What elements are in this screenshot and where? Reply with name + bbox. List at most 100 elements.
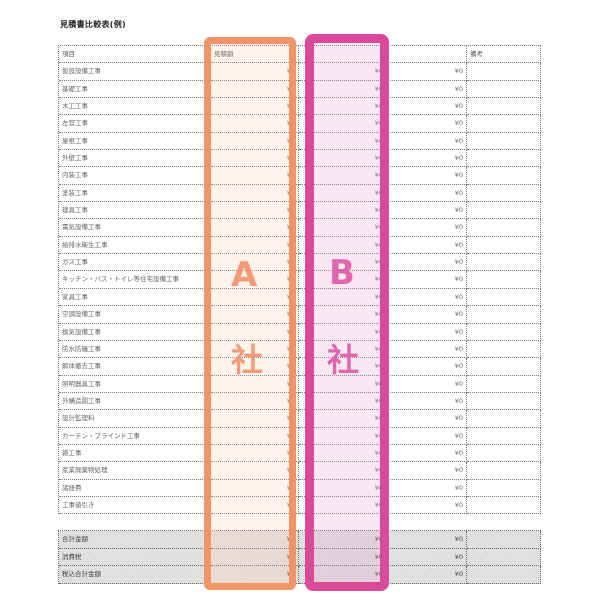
row-extra-value-cell: ¥0 [387, 63, 467, 81]
row-item-cell: 空調設備工事 [59, 306, 211, 324]
row-extra-value-cell: ¥0 [387, 219, 467, 237]
table-row: 電気設備工事 ¥0 ¥0 ¥0 [59, 219, 541, 237]
row-extra-value-cell: ¥0 [387, 462, 467, 480]
table-row: 設計監理料 ¥0 ¥0 ¥0 [59, 410, 541, 428]
row-item-cell: 雑工事 [59, 444, 211, 463]
row-extra-value-cell: ¥0 [387, 496, 467, 515]
row-item-cell: 設計監理料 [59, 410, 211, 428]
row-item-cell: 諸経費 [59, 479, 211, 497]
row-extra-value-cell: ¥0 [387, 115, 467, 133]
row-note-cell [467, 496, 541, 515]
row-item-cell: 塗装工事 [59, 184, 211, 203]
table-row: 換気設備工事 ¥0 ¥0 ¥0 [59, 323, 541, 341]
table-header-row: 項目 見積額 備考 [59, 46, 541, 64]
row-item-cell: 産業廃棄物処理 [59, 462, 211, 480]
table-row: 空調設備工事 ¥0 ¥0 ¥0 [59, 306, 541, 324]
row-note-cell [467, 150, 541, 168]
row-extra-value-cell: ¥0 [387, 254, 467, 272]
row-item-cell: 消費税 [59, 548, 211, 566]
row-note-cell [467, 80, 541, 99]
row-extra-value-cell: ¥0 [387, 236, 467, 255]
table-row: ガス工事 ¥0 ¥0 ¥0 [59, 254, 541, 272]
row-extra-value-cell: ¥0 [387, 98, 467, 116]
table-row: キッチン・バス・トイレ等住宅設備工事 ¥0 ¥0 ¥0 [59, 271, 541, 289]
table-row: 工事値引き ¥0 ¥0 ¥0 [59, 496, 541, 515]
row-note-cell [467, 306, 541, 324]
table-row: 外構造園工事 ¥0 ¥0 ¥0 [59, 392, 541, 411]
row-note-cell [467, 219, 541, 237]
header-x [387, 46, 467, 64]
row-item-cell: 外構造園工事 [59, 392, 211, 411]
row-item-cell: 基礎工事 [59, 80, 211, 99]
row-note-cell [467, 167, 541, 185]
row-item-cell: 合計金額 [59, 531, 211, 549]
row-extra-value-cell: ¥0 [387, 184, 467, 203]
row-item-cell: 換気設備工事 [59, 323, 211, 341]
table-row: 解体撤去工事 ¥0 ¥0 ¥0 [59, 358, 541, 376]
row-extra-value-cell: ¥0 [387, 306, 467, 324]
row-note-cell [467, 531, 541, 549]
table-row: 外壁工事 ¥0 ¥0 ¥0 [59, 150, 541, 168]
row-note-cell [467, 202, 541, 220]
row-extra-value-cell: ¥0 [387, 548, 467, 566]
company-b-kanji: 社 [327, 341, 360, 379]
table-row: 家具工事 ¥0 ¥0 ¥0 [59, 288, 541, 307]
table-row: 税込合計金額 ¥0 ¥0 ¥0 [59, 566, 541, 584]
row-note-cell [467, 479, 541, 497]
row-note-cell [467, 63, 541, 81]
company-a-kanji: 社 [231, 341, 264, 379]
company-a-highlight [204, 37, 296, 590]
table-row: 産業廃棄物処理 ¥0 ¥0 ¥0 [59, 462, 541, 480]
row-extra-value-cell: ¥0 [387, 167, 467, 185]
row-note-cell [467, 254, 541, 272]
totals-block: 合計金額 ¥0 ¥0 ¥0 消費税 ¥0 ¥0 ¥0 税込合計金額 ¥0 ¥0 ¥0 [58, 530, 541, 584]
row-item-cell: 防水防蟻工事 [59, 340, 211, 359]
row-item-cell: 木工工事 [59, 98, 211, 116]
row-note-cell [467, 427, 541, 445]
row-note-cell [467, 340, 541, 359]
table-row: 内装工事 ¥0 ¥0 ¥0 [59, 167, 541, 185]
row-extra-value-cell: ¥0 [387, 202, 467, 220]
row-extra-value-cell: ¥0 [387, 80, 467, 99]
company-b-letter: B [329, 253, 355, 293]
row-item-cell: 建具工事 [59, 202, 211, 220]
table-row: 塗装工事 ¥0 ¥0 ¥0 [59, 184, 541, 203]
table-row: 照明器具工事 ¥0 ¥0 ¥0 [59, 375, 541, 393]
row-note-cell [467, 375, 541, 393]
estimate-table: 項目 見積額 備考 仮設設備工事 ¥0 ¥0 ¥0 基礎工事 ¥0 ¥0 ¥0 木工工事 ¥0 ¥0… [58, 45, 541, 515]
table-row: 消費税 ¥0 ¥0 ¥0 [59, 548, 541, 566]
table-row: 左官工事 ¥0 ¥0 ¥0 [59, 115, 541, 133]
row-note-cell [467, 132, 541, 151]
row-extra-value-cell: ¥0 [387, 271, 467, 289]
row-extra-value-cell: ¥0 [387, 375, 467, 393]
row-note-cell [467, 288, 541, 307]
row-note-cell [467, 392, 541, 411]
row-item-cell: 仮設設備工事 [59, 63, 211, 81]
row-note-cell [467, 323, 541, 341]
row-item-cell: 税込合計金額 [59, 566, 211, 584]
table-row: 木工工事 ¥0 ¥0 ¥0 [59, 98, 541, 116]
header-item: 項目 [59, 46, 211, 64]
row-note-cell [467, 548, 541, 566]
row-extra-value-cell: ¥0 [387, 410, 467, 428]
row-note-cell [467, 358, 541, 376]
table-row: 仮設設備工事 ¥0 ¥0 ¥0 [59, 63, 541, 81]
row-extra-value-cell: ¥0 [387, 427, 467, 445]
row-extra-value-cell: ¥0 [387, 531, 467, 549]
document-title: 見積書比較表(例) [60, 20, 127, 29]
row-item-cell: 電気設備工事 [59, 219, 211, 237]
table-row: 雑工事 ¥0 ¥0 ¥0 [59, 444, 541, 463]
row-note-cell [467, 236, 541, 255]
table-row: 建具工事 ¥0 ¥0 ¥0 [59, 202, 541, 220]
row-note-cell [467, 566, 541, 584]
row-extra-value-cell: ¥0 [387, 340, 467, 359]
table-body: 仮設設備工事 ¥0 ¥0 ¥0 基礎工事 ¥0 ¥0 ¥0 木工工事 ¥0 ¥0 ¥0 左官工事 ¥0 ¥0… [59, 63, 541, 515]
row-note-cell [467, 184, 541, 203]
row-note-cell [467, 115, 541, 133]
header-note: 備考 [467, 46, 541, 64]
company-a-letter: A [231, 255, 258, 295]
row-note-cell [467, 271, 541, 289]
row-extra-value-cell: ¥0 [387, 566, 467, 584]
table-row: カーテン・ブラインド工事 ¥0 ¥0 ¥0 [59, 427, 541, 445]
row-item-cell: ガス工事 [59, 254, 211, 272]
